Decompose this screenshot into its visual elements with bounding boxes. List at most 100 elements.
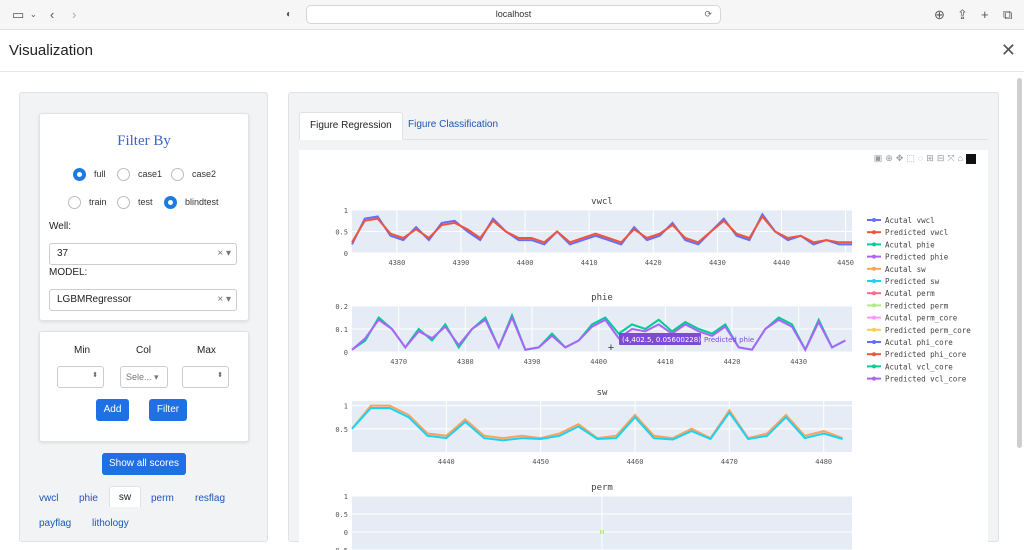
clear-chevron-icon[interactable]: × ▾ bbox=[217, 248, 231, 259]
reload-icon[interactable]: ⟳ bbox=[704, 9, 712, 19]
col-placeholder: Sele... bbox=[126, 372, 152, 382]
crosshair-icon: + bbox=[608, 342, 614, 354]
subplot-title: perm bbox=[591, 483, 613, 493]
tabs-overview-icon[interactable]: ⧉ bbox=[1003, 7, 1013, 22]
well-label: Well: bbox=[49, 221, 72, 232]
min-header: Min bbox=[74, 345, 91, 356]
radio-dot bbox=[164, 196, 177, 209]
stepper-icon[interactable]: ⬍ bbox=[217, 372, 223, 379]
url-text: localhost bbox=[495, 9, 532, 19]
radio-label: blindtest bbox=[185, 197, 219, 207]
x-tick-label: 4450 bbox=[532, 458, 549, 466]
download-icon[interactable]: ⊕ bbox=[934, 7, 945, 22]
plot-svg[interactable]: vwcl 4380 4390 4400 4410 4420 4430 4440 4450 1 0.5… bbox=[299, 150, 988, 550]
well-select[interactable]: 37 × ▾ bbox=[49, 243, 237, 265]
tab-payflag[interactable]: payflag bbox=[39, 518, 72, 529]
sidebar-icon[interactable]: ▭ bbox=[12, 7, 25, 22]
legend-marker bbox=[872, 291, 876, 296]
add-button[interactable]: Add bbox=[96, 399, 129, 421]
x-tick-label: 4420 bbox=[724, 358, 741, 366]
autoscale-icon[interactable]: ⤧ bbox=[947, 153, 958, 163]
share-icon[interactable]: ⇪ bbox=[957, 7, 968, 22]
close-icon[interactable]: ✕ bbox=[1000, 40, 1016, 60]
y-tick-label: 0.5 bbox=[335, 511, 348, 519]
col-header: Col bbox=[136, 345, 152, 356]
x-tick-label: 4480 bbox=[815, 458, 832, 466]
x-tick-label: 4410 bbox=[581, 259, 598, 267]
page-header: Visualization ✕ bbox=[0, 31, 1024, 72]
filter-button[interactable]: Filter bbox=[149, 399, 187, 421]
x-tick-label: 4440 bbox=[438, 458, 455, 466]
back-icon[interactable]: ‹ bbox=[50, 7, 55, 22]
legend-item: Predicted phi_core bbox=[885, 350, 967, 359]
subplot-title: phie bbox=[591, 293, 613, 303]
x-tick-label: 4440 bbox=[773, 259, 790, 267]
legend-marker bbox=[872, 279, 876, 283]
legend-marker bbox=[872, 230, 876, 235]
home-icon[interactable]: ⌂ bbox=[957, 153, 966, 163]
clear-chevron-icon[interactable]: × ▾ bbox=[217, 294, 231, 305]
tab-sw[interactable]: sw bbox=[109, 486, 141, 507]
y-tick-label: 1 bbox=[344, 207, 348, 215]
max-input[interactable]: ⬍ bbox=[182, 366, 229, 388]
tab-vwcl[interactable]: vwcl bbox=[39, 493, 59, 504]
legend-item: Acutal sw bbox=[885, 265, 926, 274]
legend-item: Predicted vwcl bbox=[885, 228, 948, 237]
new-tab-icon[interactable]: + bbox=[981, 7, 989, 22]
tab-phie[interactable]: phie bbox=[79, 493, 98, 504]
chevron-down-icon[interactable]: ⌄ bbox=[30, 10, 37, 19]
box-select-icon[interactable]: ⬚ bbox=[906, 153, 918, 163]
legend-marker bbox=[872, 254, 876, 259]
scrollbar[interactable] bbox=[1017, 78, 1022, 448]
plot-modebar[interactable]: ▣⊕✥⬚◌⊞⊟⤧⌂ bbox=[874, 153, 976, 164]
x-tick-label: 4380 bbox=[457, 358, 474, 366]
model-label: MODEL: bbox=[49, 267, 88, 278]
figure-panel: Figure Regression Figure Classification … bbox=[288, 92, 999, 550]
legend-item: Predicted sw bbox=[885, 277, 940, 286]
tab-figure-regression[interactable]: Figure Regression bbox=[299, 112, 403, 140]
x-tick-label: 4400 bbox=[590, 358, 607, 366]
x-tick-label: 4420 bbox=[645, 259, 662, 267]
filter-sidebar: Filter By full case1 case2 train test bl… bbox=[19, 92, 268, 542]
zoom-in-icon[interactable]: ⊞ bbox=[926, 153, 937, 163]
plot-container: ▣⊕✥⬚◌⊞⊟⤧⌂ vwcl 4380 4390 4400 4410 4420 4430 44… bbox=[299, 150, 988, 550]
radio-dot bbox=[73, 168, 86, 181]
radio-label: case2 bbox=[192, 169, 217, 179]
forward-icon[interactable]: › bbox=[72, 7, 77, 22]
url-bar[interactable]: localhost ⟳ bbox=[306, 5, 721, 24]
tab-resflag[interactable]: resflag bbox=[195, 493, 226, 504]
tab-lithology[interactable]: lithology bbox=[92, 518, 129, 529]
legend-item: Acutal vwcl bbox=[885, 216, 935, 225]
subplot-title: vwcl bbox=[591, 197, 613, 207]
col-select[interactable]: Sele... ▾ bbox=[120, 366, 168, 388]
legend-marker bbox=[872, 218, 876, 222]
plotly-logo-icon[interactable] bbox=[966, 153, 976, 164]
zoom-icon[interactable]: ⊕ bbox=[885, 153, 896, 163]
figure-tabs: Figure Regression Figure Classification bbox=[298, 112, 988, 140]
page-title: Visualization bbox=[9, 42, 93, 59]
hover-tooltip-box bbox=[619, 333, 701, 345]
pan-icon[interactable]: ✥ bbox=[895, 153, 907, 163]
tab-perm[interactable]: perm bbox=[151, 493, 174, 504]
model-select[interactable]: LGBMRegressor × ▾ bbox=[49, 289, 237, 311]
radio-label: full bbox=[94, 169, 106, 179]
filter-title: Filter By bbox=[117, 133, 171, 149]
radio-dot bbox=[117, 168, 130, 181]
x-tick-label: 4430 bbox=[709, 259, 726, 267]
show-all-scores-button[interactable]: Show all scores bbox=[102, 453, 186, 475]
filter-card: Filter By full case1 case2 train test bl… bbox=[39, 113, 249, 321]
lasso-icon[interactable]: ◌ bbox=[917, 153, 927, 163]
legend-item: Acutal perm_core bbox=[885, 314, 958, 323]
series-line bbox=[351, 314, 846, 352]
tab-figure-classification[interactable]: Figure Classification bbox=[408, 119, 499, 130]
zoom-out-icon[interactable]: ⊟ bbox=[936, 153, 948, 163]
y-tick-label: 0 bbox=[344, 250, 348, 258]
stepper-icon[interactable]: ⬍ bbox=[92, 372, 98, 379]
legend-item: Predicted vcl_core bbox=[885, 375, 967, 384]
model-value: LGBMRegressor bbox=[57, 294, 132, 305]
camera-icon[interactable]: ▣ bbox=[873, 153, 886, 163]
chevron-down-icon: ▾ bbox=[154, 372, 159, 382]
y-tick-label: 0.2 bbox=[335, 303, 348, 311]
radio-label: test bbox=[138, 197, 153, 207]
min-input[interactable]: ⬍ bbox=[57, 366, 104, 388]
